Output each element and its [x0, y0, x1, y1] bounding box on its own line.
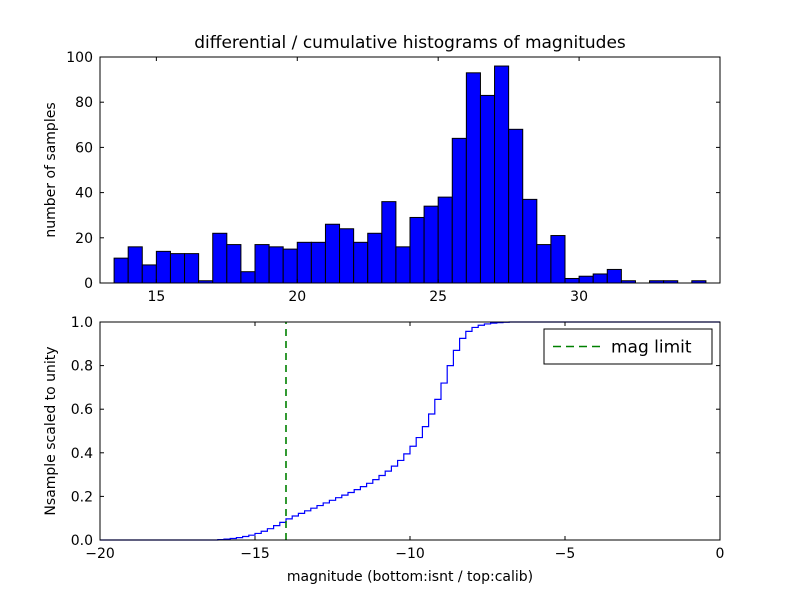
bottom-xlabel: magnitude (bottom:isnt / top:calib) — [287, 569, 533, 585]
histogram-bar — [578, 275, 594, 284]
y-tick-label: 60 — [75, 140, 93, 156]
x-tick-label: −5 — [555, 546, 576, 562]
histogram-bar — [282, 248, 298, 284]
y-tick-label: 0.2 — [71, 489, 93, 505]
histogram-bar — [240, 271, 256, 284]
bottom-cumulative-axes: −20 −15 −10 −5 0 0.0 0.2 0.4 0.6 0.8 1.0 — [71, 315, 725, 562]
histogram-bar — [395, 246, 411, 284]
histogram-bar — [409, 216, 425, 284]
histogram-bar — [564, 277, 580, 284]
histogram-bar — [226, 244, 242, 284]
legend-label: mag limit — [611, 338, 692, 358]
histogram-bar — [184, 253, 200, 284]
histogram-bar — [268, 246, 284, 284]
histogram-bar — [592, 273, 608, 284]
histogram-bar — [479, 94, 496, 284]
histogram-bar — [451, 137, 467, 284]
x-tick-label: 30 — [570, 289, 588, 305]
histogram-bar — [339, 228, 355, 284]
y-tick-label: 0.8 — [71, 359, 93, 375]
histogram-bar — [536, 244, 552, 284]
histogram-bar — [550, 235, 566, 284]
histogram-bar — [127, 246, 143, 284]
y-tick-label: 80 — [75, 95, 93, 111]
bottom-ylabel: Nsample scaled to unity — [43, 346, 59, 515]
y-tick-label: 0.6 — [71, 402, 93, 418]
histogram-bar — [155, 250, 171, 284]
histogram-bar — [465, 72, 481, 284]
x-tick-label: 0 — [716, 546, 725, 562]
histogram-bar — [141, 264, 157, 284]
x-tick-label: 25 — [429, 289, 447, 305]
histogram-bar — [508, 128, 524, 284]
histogram-bar — [254, 244, 270, 284]
x-tick-label: 15 — [147, 289, 165, 305]
y-tick-label: 1.0 — [71, 315, 93, 331]
histogram-bar — [423, 205, 439, 284]
x-tick-label: −15 — [240, 546, 270, 562]
histogram-bar — [381, 201, 397, 284]
histogram-bar — [324, 223, 341, 284]
x-tick-label: 20 — [288, 289, 306, 305]
legend: mag limit — [543, 328, 713, 365]
histogram-bar — [494, 65, 510, 284]
figure-title: differential / cumulative histograms of … — [194, 33, 626, 53]
y-tick-label: 0 — [84, 276, 93, 292]
top-histogram-axes: 15 20 25 30 0 20 40 60 80 100 — [66, 50, 721, 305]
histogram-bar — [437, 196, 453, 284]
histogram-bar — [522, 198, 538, 284]
y-tick-label: 20 — [75, 231, 93, 247]
x-tick-label: −10 — [395, 546, 425, 562]
histogram-bar — [367, 232, 383, 284]
cumulative-step-line — [100, 321, 720, 541]
histogram-bar — [296, 241, 312, 284]
y-tick-label: 100 — [66, 50, 93, 66]
histogram-bar — [606, 268, 622, 284]
histogram-bar — [212, 232, 228, 284]
histogram-bar — [310, 241, 326, 284]
histogram-bar — [353, 241, 369, 284]
axes-frame — [99, 56, 721, 284]
histogram-bar — [113, 257, 129, 284]
histogram-bar — [169, 253, 186, 284]
y-tick-label: 0.0 — [71, 533, 93, 549]
top-ylabel: number of samples — [43, 102, 59, 237]
y-tick-label: 40 — [75, 186, 93, 202]
y-tick-label: 0.4 — [71, 446, 93, 462]
x-tick-label: −20 — [85, 546, 115, 562]
